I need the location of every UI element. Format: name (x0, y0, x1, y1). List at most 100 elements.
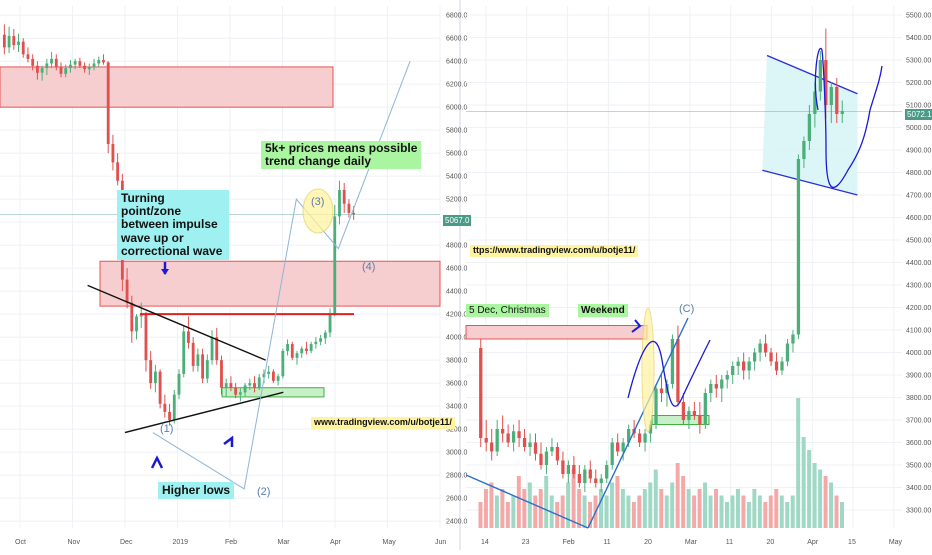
volume-bar (812, 463, 817, 528)
x-tick-label: Apr (330, 539, 342, 546)
volume-bar (840, 502, 844, 528)
candle-body (290, 344, 294, 358)
candle-body (637, 433, 642, 443)
candle-body (626, 429, 631, 443)
volume-bar (599, 489, 603, 528)
x-tick-label: Feb (563, 539, 575, 546)
turning-point-line-1: Turning point/zone (121, 191, 181, 219)
wave-3-highlight (302, 188, 334, 234)
volume-bar (604, 495, 609, 528)
candle-body (791, 334, 795, 344)
candle-body (40, 68, 44, 73)
candle-body (201, 354, 205, 379)
volume-bar (752, 489, 757, 528)
five-k-line-2: trend change daily (265, 154, 372, 169)
y-tick-label: 2800.0 (446, 473, 468, 480)
candle-body (215, 337, 219, 361)
five-k-line-1: 5k+ prices means possible (265, 141, 418, 155)
candle-body (342, 189, 346, 204)
candle-body (610, 442, 614, 465)
candle-body (54, 58, 58, 67)
volume-bar (774, 489, 779, 528)
candle-body (262, 373, 266, 378)
y-tick-label: 3900.00 (906, 373, 931, 380)
wave-1-label: (1) (160, 423, 173, 435)
candle-body (191, 342, 195, 366)
volume-bar (746, 502, 751, 528)
candle-body (116, 162, 120, 181)
projection-path-2 (814, 47, 883, 189)
y-tick-label: 5600.0 (446, 151, 468, 158)
weekend-note: Weekend (578, 304, 628, 317)
candle-body (479, 348, 483, 438)
volume-bar (768, 495, 773, 528)
y-tick-label: 5000.00 (906, 125, 931, 132)
candle-body (594, 478, 598, 483)
x-tick-label: 14 (481, 539, 489, 546)
candle-body (224, 383, 228, 388)
y-tick-label: 3700.00 (906, 418, 931, 425)
candle-body (550, 447, 554, 452)
elliott-wave-path (152, 61, 411, 490)
wave-c-label: (C) (679, 303, 694, 315)
y-tick-label: 5800.0 (446, 128, 468, 135)
volume-bar (823, 476, 828, 528)
candle-body (736, 361, 740, 366)
candle-body (205, 360, 209, 379)
wave-3-label: (3) (311, 196, 324, 208)
candle-body (763, 343, 768, 353)
resistance-zone (465, 325, 648, 340)
candle-body (253, 383, 256, 388)
y-tick-label: 3600.0 (446, 381, 468, 388)
candle-body (111, 143, 115, 163)
candle-body (286, 344, 289, 351)
candle-body (163, 403, 167, 412)
higher-low-arrow-2 (223, 435, 234, 447)
candle-body (561, 460, 565, 474)
candle-body (643, 433, 647, 443)
volume-bar (527, 482, 532, 528)
turning-point-note: Turning point/zone between impulse wave … (117, 190, 229, 260)
candle-body (12, 35, 16, 46)
volume-bar (582, 495, 587, 528)
volume-bar (724, 502, 729, 528)
candle-body (714, 384, 718, 389)
volume-bar (478, 502, 483, 528)
y-tick-label: 2400.0 (446, 519, 468, 526)
candle-body (276, 376, 280, 381)
volume-bar (741, 495, 746, 528)
volume-bar (637, 495, 642, 528)
y-tick-label: 6400.0 (446, 59, 468, 66)
volume-bar (692, 495, 697, 528)
volume-bar (763, 502, 768, 528)
candle-body (681, 402, 686, 420)
candle-body (599, 478, 603, 483)
candle-body (64, 68, 68, 74)
y-tick-label: 4800.0 (446, 243, 468, 250)
candle-body (139, 314, 143, 317)
y-tick-label: 4900.00 (906, 148, 931, 155)
candle-body (210, 337, 214, 361)
candle-body (59, 66, 63, 74)
y-tick-label: 3800.00 (906, 395, 931, 402)
volume-bar (708, 495, 713, 528)
y-tick-label: 3000.0 (446, 450, 468, 457)
y-tick-label: 3600.00 (906, 440, 931, 447)
candle-body (21, 41, 25, 55)
candle-body (323, 332, 327, 339)
higher-lows-note: Higher lows (158, 482, 235, 500)
y-tick-label: 3500.00 (906, 463, 931, 470)
candle-body (177, 373, 181, 395)
x-tick-label: Feb (225, 539, 237, 546)
volume-bar (489, 482, 494, 528)
y-tick-label: 5200.00 (906, 80, 931, 87)
candle-body (45, 63, 49, 69)
candle-body (73, 61, 77, 65)
candle-body (125, 279, 129, 303)
volume-bar (588, 502, 593, 528)
volume-bar (505, 502, 510, 528)
candle-body (309, 344, 313, 351)
volume-bar (642, 489, 647, 528)
candle-body (352, 212, 356, 215)
volume-bar (703, 482, 708, 528)
